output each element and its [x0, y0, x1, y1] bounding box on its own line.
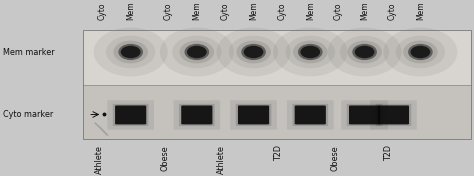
Ellipse shape: [328, 28, 401, 76]
Ellipse shape: [180, 41, 214, 63]
Text: Mem: Mem: [416, 2, 425, 20]
Text: Mem: Mem: [192, 2, 201, 20]
Ellipse shape: [172, 36, 221, 68]
Ellipse shape: [293, 41, 328, 63]
Bar: [83, 30, 471, 85]
FancyBboxPatch shape: [292, 104, 328, 126]
Ellipse shape: [410, 46, 430, 58]
Text: Cyto: Cyto: [98, 3, 107, 20]
FancyBboxPatch shape: [179, 104, 215, 126]
Ellipse shape: [187, 46, 207, 58]
Text: Athlete: Athlete: [95, 145, 104, 174]
FancyBboxPatch shape: [238, 105, 269, 124]
Ellipse shape: [244, 46, 264, 58]
Ellipse shape: [347, 41, 382, 63]
FancyBboxPatch shape: [370, 100, 417, 130]
Ellipse shape: [121, 46, 140, 58]
Ellipse shape: [352, 44, 377, 60]
Ellipse shape: [298, 44, 323, 60]
FancyBboxPatch shape: [107, 100, 154, 130]
Text: Mem: Mem: [306, 2, 315, 20]
Ellipse shape: [118, 44, 143, 60]
Text: Cyto: Cyto: [334, 3, 343, 20]
Text: Cyto: Cyto: [221, 3, 230, 20]
FancyBboxPatch shape: [295, 105, 326, 124]
FancyBboxPatch shape: [341, 100, 388, 130]
Text: T2D: T2D: [384, 145, 393, 161]
Ellipse shape: [113, 41, 148, 63]
Ellipse shape: [160, 28, 234, 76]
FancyBboxPatch shape: [173, 100, 220, 130]
FancyBboxPatch shape: [115, 105, 146, 124]
Ellipse shape: [106, 36, 155, 68]
FancyBboxPatch shape: [378, 105, 409, 124]
Text: Obese: Obese: [160, 145, 169, 171]
Text: Cyto: Cyto: [388, 3, 397, 20]
Bar: [83, 85, 471, 139]
Text: Obese: Obese: [330, 145, 339, 171]
Text: Mem marker: Mem marker: [3, 48, 55, 57]
Ellipse shape: [217, 28, 291, 76]
Ellipse shape: [229, 36, 278, 68]
FancyBboxPatch shape: [236, 104, 272, 126]
FancyBboxPatch shape: [230, 100, 277, 130]
Ellipse shape: [403, 41, 438, 63]
Ellipse shape: [355, 46, 374, 58]
Text: Cyto: Cyto: [277, 3, 286, 20]
Ellipse shape: [184, 44, 209, 60]
Ellipse shape: [383, 28, 457, 76]
Text: T2D: T2D: [274, 145, 283, 161]
Text: Athlete: Athlete: [217, 145, 226, 174]
Ellipse shape: [301, 46, 320, 58]
FancyBboxPatch shape: [287, 100, 334, 130]
Bar: [83, 30, 471, 139]
FancyBboxPatch shape: [347, 104, 383, 126]
FancyBboxPatch shape: [113, 104, 148, 126]
FancyBboxPatch shape: [349, 105, 380, 124]
FancyBboxPatch shape: [181, 105, 212, 124]
Ellipse shape: [241, 44, 266, 60]
Ellipse shape: [94, 28, 168, 76]
Text: Mem: Mem: [360, 2, 369, 20]
Ellipse shape: [408, 44, 433, 60]
Text: Mem: Mem: [249, 2, 258, 20]
Ellipse shape: [396, 36, 445, 68]
Ellipse shape: [285, 36, 335, 68]
Ellipse shape: [236, 41, 271, 63]
FancyBboxPatch shape: [375, 104, 411, 126]
Ellipse shape: [273, 28, 347, 76]
Ellipse shape: [340, 36, 389, 68]
Text: Mem: Mem: [126, 2, 135, 20]
Text: Cyto: Cyto: [164, 3, 173, 20]
Text: Cyto marker: Cyto marker: [3, 110, 53, 120]
